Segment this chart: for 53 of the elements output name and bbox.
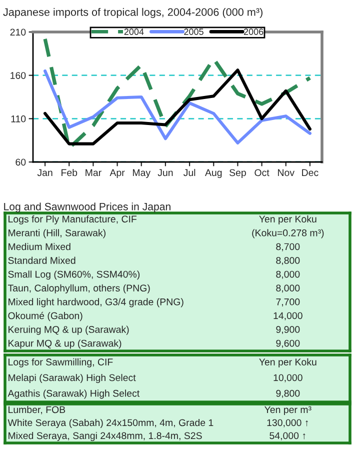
- text: Taun, Calophyllum, others (PNG): [8, 284, 150, 294]
- legend-label: 2004: [124, 28, 144, 35]
- legend-label: 2005: [184, 28, 204, 35]
- text: 9,600: [276, 340, 300, 348]
- text: 10,000: [274, 374, 302, 382]
- text: Mixed Seraya, Sangi 24x48mm, 1.8-4m, S2S: [8, 432, 202, 442]
- text: Yen per Koku: [259, 215, 316, 224]
- chart-title: Japanese imports of tropical logs, 2004-2006 (000 m³): [3, 8, 262, 18]
- text: Melapi (Sarawak) High Select: [8, 374, 136, 384]
- text: 9,800: [276, 390, 300, 398]
- y-tick-label: 60: [16, 158, 26, 166]
- x-tick-label: Feb: [62, 168, 78, 176]
- text: 14,000: [274, 312, 302, 320]
- text: (Koku=0.278 m³): [252, 229, 324, 238]
- text: 8,000: [276, 270, 300, 279]
- text: 7,700: [276, 298, 300, 306]
- x-tick-label: Apr: [110, 169, 125, 178]
- text: 8,800: [276, 257, 300, 266]
- text: Yen per m³: [264, 406, 312, 416]
- text: Lumber, FOB: [8, 406, 66, 414]
- text: 130,000 ↑: [267, 419, 308, 428]
- x-tick-label: Mar: [86, 169, 102, 176]
- text: Standard Mixed: [8, 256, 76, 264]
- legend-label: 2006: [244, 28, 264, 35]
- y-tick-label: 110: [11, 115, 26, 122]
- y-tick-label: 160: [10, 72, 26, 79]
- x-tick-label: May: [132, 169, 151, 178]
- text: Log and Sawnwood Prices in Japan: [4, 202, 170, 212]
- text: White Seraya (Sabah) 24x150mm, 4m, Grade 1: [8, 418, 214, 428]
- x-tick-label: Aug: [204, 169, 222, 178]
- text: 8,700: [276, 243, 300, 252]
- text: 9,900: [276, 326, 300, 334]
- text: Logs for Sawmilling, CIF: [8, 358, 113, 368]
- x-tick-label: Oct: [254, 169, 270, 176]
- text: Meranti (Hill, Sarawak): [8, 229, 106, 238]
- text: Mixed light hardwood, G3/4 grade (PNG): [8, 298, 184, 308]
- x-tick-label: Jul: [183, 168, 196, 176]
- text: Small Log (SM60%, SSM40%): [8, 270, 140, 280]
- x-tick-label: Jun: [158, 169, 173, 176]
- x-tick-label: Sep: [230, 169, 246, 178]
- y-tick-label: 210: [10, 28, 26, 36]
- text: Okoumé (Gabon): [8, 312, 82, 322]
- x-tick-label: Jan: [37, 169, 52, 176]
- text: Keruing MQ & up (Sarawak): [8, 326, 129, 335]
- text: 54,000 ↑: [270, 432, 306, 440]
- text: Logs for Ply Manufacture, CIF: [8, 215, 137, 224]
- text: Kapur MQ & up (Sarawak): [8, 340, 122, 349]
- text: Agathis (Sarawak) High Select: [8, 390, 140, 399]
- text: Medium Mixed: [8, 242, 70, 250]
- x-tick-label: Dec: [302, 169, 318, 176]
- text: 8,000: [276, 284, 300, 293]
- text: Yen per Koku: [259, 358, 316, 368]
- x-tick-label: Nov: [278, 169, 294, 176]
